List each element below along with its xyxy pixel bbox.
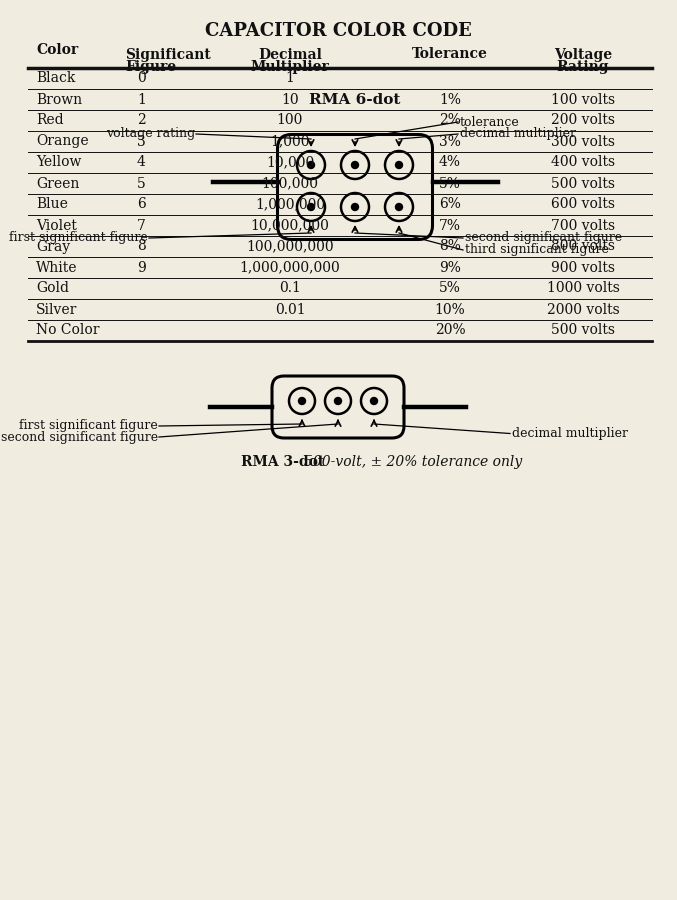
Text: 1,000,000: 1,000,000 bbox=[255, 197, 325, 211]
Circle shape bbox=[299, 398, 305, 404]
Text: 6%: 6% bbox=[439, 197, 461, 211]
Text: first significant figure: first significant figure bbox=[9, 231, 148, 245]
Text: 500 volts: 500 volts bbox=[551, 323, 615, 338]
Circle shape bbox=[395, 161, 403, 168]
Circle shape bbox=[395, 203, 403, 211]
Text: Black: Black bbox=[36, 71, 75, 86]
Text: No Color: No Color bbox=[36, 323, 100, 338]
Circle shape bbox=[351, 203, 359, 211]
Text: 9%: 9% bbox=[439, 260, 461, 274]
Text: 500-volt, ± 20% tolerance only: 500-volt, ± 20% tolerance only bbox=[304, 455, 522, 469]
Text: decimal multiplier: decimal multiplier bbox=[512, 427, 628, 440]
Text: White: White bbox=[36, 260, 77, 274]
Text: Gold: Gold bbox=[36, 282, 69, 295]
Text: 100,000: 100,000 bbox=[261, 176, 318, 191]
Text: decimal multiplier: decimal multiplier bbox=[460, 128, 576, 140]
Text: voltage rating: voltage rating bbox=[106, 128, 195, 140]
Text: third significant figure: third significant figure bbox=[465, 244, 609, 256]
Text: 0.1: 0.1 bbox=[279, 282, 301, 295]
Text: RMA 6-dot: RMA 6-dot bbox=[309, 93, 401, 106]
Text: 100: 100 bbox=[277, 113, 303, 128]
Text: 3: 3 bbox=[137, 134, 146, 148]
Text: Orange: Orange bbox=[36, 134, 89, 148]
Text: 4%: 4% bbox=[439, 156, 461, 169]
Text: 100,000,000: 100,000,000 bbox=[246, 239, 334, 254]
Text: 300 volts: 300 volts bbox=[551, 134, 615, 148]
Text: 1: 1 bbox=[286, 71, 294, 86]
Text: Gray: Gray bbox=[36, 239, 70, 254]
Text: 7%: 7% bbox=[439, 219, 461, 232]
Text: 4: 4 bbox=[137, 156, 146, 169]
Text: 100 volts: 100 volts bbox=[551, 93, 615, 106]
Text: 10%: 10% bbox=[435, 302, 465, 317]
Text: 1,000,000,000: 1,000,000,000 bbox=[240, 260, 341, 274]
Text: 500 volts: 500 volts bbox=[551, 176, 615, 191]
Text: 1,000: 1,000 bbox=[270, 134, 310, 148]
Text: Color: Color bbox=[36, 43, 78, 57]
Text: 0: 0 bbox=[137, 71, 146, 86]
Text: 2%: 2% bbox=[439, 113, 461, 128]
Text: Brown: Brown bbox=[36, 93, 82, 106]
Text: 400 volts: 400 volts bbox=[551, 156, 615, 169]
Text: Multiplier: Multiplier bbox=[250, 60, 330, 74]
Text: 8: 8 bbox=[137, 239, 146, 254]
Text: 2000 volts: 2000 volts bbox=[546, 302, 619, 317]
Text: 700 volts: 700 volts bbox=[551, 219, 615, 232]
Text: 600 volts: 600 volts bbox=[551, 197, 615, 211]
Text: Violet: Violet bbox=[36, 219, 77, 232]
Text: Tolerance: Tolerance bbox=[412, 47, 488, 61]
Text: 9: 9 bbox=[137, 260, 146, 274]
Text: second significant figure: second significant figure bbox=[1, 430, 158, 444]
Text: Yellow: Yellow bbox=[36, 156, 81, 169]
Text: Figure: Figure bbox=[125, 60, 176, 74]
Text: Voltage: Voltage bbox=[554, 48, 612, 62]
Circle shape bbox=[334, 398, 341, 404]
Text: Rating: Rating bbox=[556, 60, 609, 74]
Text: CAPACITOR COLOR CODE: CAPACITOR COLOR CODE bbox=[204, 22, 471, 40]
Text: 3%: 3% bbox=[439, 134, 461, 148]
Text: 8%: 8% bbox=[439, 239, 461, 254]
Text: Decimal: Decimal bbox=[258, 48, 322, 62]
Text: 2: 2 bbox=[137, 113, 146, 128]
Text: 900 volts: 900 volts bbox=[551, 260, 615, 274]
Text: first significant figure: first significant figure bbox=[19, 419, 158, 433]
Text: second significant figure: second significant figure bbox=[465, 231, 622, 245]
Text: 10,000: 10,000 bbox=[266, 156, 314, 169]
Text: Significant: Significant bbox=[125, 48, 211, 62]
Text: RMA 3-dot: RMA 3-dot bbox=[242, 455, 325, 469]
Text: 200 volts: 200 volts bbox=[551, 113, 615, 128]
Text: Red: Red bbox=[36, 113, 64, 128]
Text: 1: 1 bbox=[137, 93, 146, 106]
Text: 7: 7 bbox=[137, 219, 146, 232]
Text: 5%: 5% bbox=[439, 282, 461, 295]
Text: 0.01: 0.01 bbox=[275, 302, 305, 317]
Text: 20%: 20% bbox=[435, 323, 465, 338]
Text: Blue: Blue bbox=[36, 197, 68, 211]
Circle shape bbox=[307, 161, 315, 168]
FancyBboxPatch shape bbox=[278, 134, 433, 239]
Circle shape bbox=[307, 203, 315, 211]
Text: 800 volts: 800 volts bbox=[551, 239, 615, 254]
Circle shape bbox=[370, 398, 378, 404]
Circle shape bbox=[351, 161, 359, 168]
FancyBboxPatch shape bbox=[272, 376, 404, 438]
Text: Green: Green bbox=[36, 176, 79, 191]
Text: 10: 10 bbox=[281, 93, 299, 106]
Text: 6: 6 bbox=[137, 197, 146, 211]
Text: 1%: 1% bbox=[439, 93, 461, 106]
Text: Silver: Silver bbox=[36, 302, 77, 317]
Text: tolerance: tolerance bbox=[460, 115, 520, 129]
Text: 10,000,000: 10,000,000 bbox=[250, 219, 330, 232]
Text: 5%: 5% bbox=[439, 176, 461, 191]
Text: 5: 5 bbox=[137, 176, 146, 191]
Text: 1000 volts: 1000 volts bbox=[546, 282, 619, 295]
